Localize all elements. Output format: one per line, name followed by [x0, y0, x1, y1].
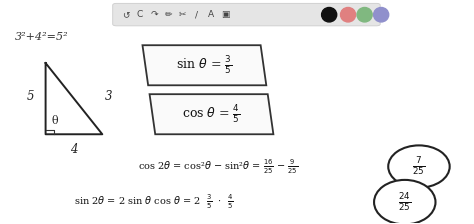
Text: 5: 5	[26, 90, 34, 103]
Text: $\frac{7}{25}$: $\frac{7}{25}$	[412, 156, 426, 177]
Text: A: A	[208, 10, 214, 19]
Text: ▣: ▣	[221, 10, 229, 19]
Ellipse shape	[388, 145, 450, 188]
Ellipse shape	[340, 7, 356, 22]
Text: sin $\theta$ = $\frac{3}{5}$: sin $\theta$ = $\frac{3}{5}$	[176, 54, 232, 76]
Text: ↷: ↷	[151, 10, 158, 19]
Text: /: /	[195, 10, 198, 19]
Polygon shape	[143, 45, 266, 85]
Text: ✏: ✏	[165, 10, 172, 19]
Ellipse shape	[357, 7, 372, 22]
Text: =: =	[374, 197, 383, 207]
Text: ↺: ↺	[122, 10, 130, 19]
Text: ✂: ✂	[179, 10, 186, 19]
Text: 4: 4	[70, 143, 78, 156]
Text: $\frac{24}{25}$: $\frac{24}{25}$	[398, 191, 411, 213]
Ellipse shape	[321, 7, 337, 22]
Text: sin 2$\theta$ = 2 sin $\theta$ cos $\theta$ = 2  $\frac{3}{5}$  ·  $\frac{4}{5}$: sin 2$\theta$ = 2 sin $\theta$ cos $\the…	[74, 193, 233, 211]
Ellipse shape	[374, 7, 389, 22]
Polygon shape	[150, 94, 273, 134]
Ellipse shape	[374, 180, 436, 224]
Text: 3²+4²=5²: 3²+4²=5²	[15, 32, 69, 42]
Text: =: =	[388, 162, 398, 172]
Text: cos 2$\theta$ = cos²$\theta$ $-$ sin²$\theta$ = $\frac{16}{25}$ $-$ $\frac{9}{25: cos 2$\theta$ = cos²$\theta$ $-$ sin²$\t…	[138, 157, 298, 176]
Text: C: C	[137, 10, 143, 19]
Text: 3: 3	[105, 90, 112, 103]
Text: cos $\theta$ = $\frac{4}{5}$: cos $\theta$ = $\frac{4}{5}$	[182, 103, 241, 125]
FancyBboxPatch shape	[113, 3, 380, 26]
Text: θ: θ	[52, 116, 58, 126]
